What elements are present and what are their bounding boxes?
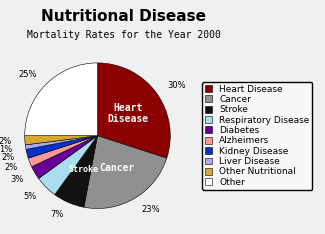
Text: Cancer: Cancer	[99, 163, 135, 173]
Text: 3%: 3%	[10, 175, 23, 184]
Legend: Heart Disease, Cancer, Stroke, Respiratory Disease, Diabetes, Alzheimers, Kidney: Heart Disease, Cancer, Stroke, Respirato…	[202, 82, 312, 190]
Wedge shape	[98, 63, 170, 158]
Wedge shape	[28, 136, 98, 167]
Text: 2%: 2%	[1, 153, 14, 162]
Text: 23%: 23%	[141, 205, 160, 214]
Text: 7%: 7%	[50, 210, 63, 219]
Text: Stroke: Stroke	[68, 165, 98, 174]
Text: 30%: 30%	[167, 81, 186, 90]
Wedge shape	[32, 136, 98, 179]
Wedge shape	[84, 136, 167, 208]
Text: 1%: 1%	[0, 145, 13, 154]
Wedge shape	[39, 136, 98, 195]
Text: Mortality Rates for the Year 2000: Mortality Rates for the Year 2000	[27, 30, 220, 40]
Text: 25%: 25%	[18, 70, 37, 80]
Wedge shape	[25, 136, 98, 145]
Text: 5%: 5%	[23, 192, 37, 201]
Wedge shape	[25, 63, 98, 136]
Wedge shape	[25, 136, 98, 149]
Wedge shape	[55, 136, 98, 207]
Text: 2%: 2%	[0, 137, 12, 146]
Wedge shape	[26, 136, 97, 158]
Text: Nutritional Disease: Nutritional Disease	[41, 9, 206, 24]
Text: Heart
Disease: Heart Disease	[108, 103, 149, 124]
Text: 2%: 2%	[4, 163, 18, 172]
